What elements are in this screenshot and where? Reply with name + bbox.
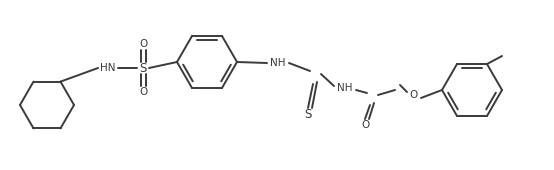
Text: HN: HN xyxy=(100,63,116,73)
Text: NH: NH xyxy=(270,58,286,68)
Text: S: S xyxy=(139,62,147,74)
Text: S: S xyxy=(304,108,312,122)
Text: NH: NH xyxy=(337,83,353,93)
Text: O: O xyxy=(139,87,147,97)
Text: O: O xyxy=(361,120,369,130)
Text: O: O xyxy=(139,39,147,49)
Text: O: O xyxy=(410,90,418,100)
